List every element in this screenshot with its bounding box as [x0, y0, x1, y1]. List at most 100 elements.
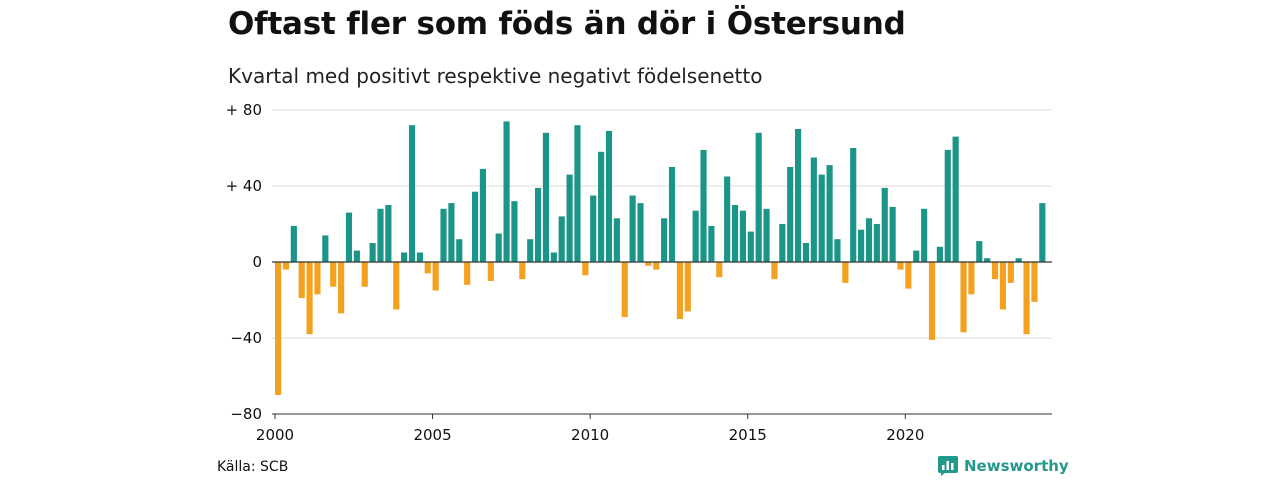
bar: [1023, 262, 1030, 335]
bar: [960, 262, 967, 333]
y-tick-label: + 80: [226, 101, 262, 119]
bar: [511, 201, 518, 262]
brand-name: Newsworthy: [964, 457, 1069, 475]
bar: [613, 218, 620, 262]
chart-title: Oftast fler som föds än dör i Östersund: [228, 6, 906, 42]
bar: [1039, 203, 1046, 262]
bar: [779, 224, 786, 262]
bar: [661, 218, 668, 262]
y-tick-label: + 40: [226, 177, 262, 195]
bar: [306, 262, 313, 335]
brand-logo[interactable]: Newsworthy: [938, 456, 1069, 476]
bar: [290, 225, 297, 262]
bar: [456, 239, 463, 262]
bar: [881, 187, 888, 262]
bar: [471, 191, 479, 262]
bar: [936, 246, 943, 262]
bar: [377, 208, 384, 262]
bar: [393, 262, 400, 310]
bar: [345, 212, 353, 262]
bar: [834, 239, 841, 262]
bar: [700, 149, 707, 262]
bar: [605, 130, 613, 262]
x-tick-label: 2020: [886, 426, 924, 444]
bar: [787, 167, 794, 262]
bar: [976, 241, 983, 262]
bars: [275, 121, 1046, 395]
bar: [842, 262, 849, 283]
source-note: Källa: SCB: [217, 459, 289, 475]
bar: [535, 187, 542, 262]
bar: [913, 250, 920, 262]
bar: [676, 262, 683, 319]
y-axis-tick-labels: + 80 + 40 0 −40 −80: [226, 101, 262, 423]
bar: [921, 208, 928, 262]
bar: [598, 151, 605, 262]
bar: [755, 132, 762, 262]
bar: [629, 195, 636, 262]
bar: [369, 243, 376, 262]
y-tick-label: −80: [230, 405, 262, 423]
bar: [275, 262, 282, 395]
y-tick-label: −40: [230, 329, 262, 347]
bar: [424, 262, 431, 274]
bar: [298, 262, 305, 299]
bar: [763, 208, 770, 262]
bar: [1031, 262, 1038, 302]
bar: [865, 218, 873, 262]
bar: [527, 239, 534, 262]
bar: [653, 262, 660, 270]
bar: [668, 167, 676, 262]
bar: [408, 125, 416, 262]
bar: [637, 203, 644, 262]
bar: [889, 206, 896, 262]
bar: [432, 262, 439, 291]
y-tick-label: 0: [252, 253, 262, 271]
bar: [314, 262, 321, 295]
bar: [566, 174, 573, 262]
bar: [353, 250, 360, 262]
newsworthy-logo-icon: [938, 456, 958, 476]
x-tick-label: 2005: [413, 426, 451, 444]
bar: [385, 205, 392, 262]
x-tick-label: 2010: [571, 426, 609, 444]
bar: [401, 252, 408, 262]
bar: [716, 262, 723, 278]
bar: [739, 210, 746, 262]
bar: [487, 262, 494, 281]
bar: [550, 252, 557, 262]
x-tick-label: 2000: [256, 426, 294, 444]
bar: [440, 208, 447, 262]
bar: [984, 258, 991, 262]
chart-subtitle: Kvartal med positivt respektive negativt…: [228, 64, 763, 88]
bar: [684, 262, 691, 312]
bar: [282, 262, 290, 270]
bar: [645, 262, 652, 266]
bar: [416, 252, 423, 262]
bar: [692, 210, 699, 262]
bar: [338, 262, 345, 314]
bar: [858, 229, 865, 262]
bar: [905, 262, 912, 289]
bar: [330, 262, 337, 287]
bar: [818, 174, 825, 262]
x-tick-label: 2015: [729, 426, 767, 444]
bar: [574, 125, 581, 262]
bar: [503, 121, 510, 263]
bar: [621, 262, 628, 318]
bar: [558, 216, 565, 262]
bar: [448, 203, 455, 262]
bar: [1015, 258, 1022, 262]
bar: [991, 262, 999, 280]
bar: [322, 235, 329, 262]
bar: [519, 262, 526, 280]
bar: [361, 262, 368, 287]
bar: [708, 225, 715, 262]
x-axis: 2000 2005 2010 2015 2020: [256, 261, 1052, 444]
bar: [999, 262, 1006, 310]
bar: [952, 136, 959, 262]
bar: [771, 262, 778, 280]
bar: [968, 262, 975, 295]
bar: [802, 243, 810, 262]
